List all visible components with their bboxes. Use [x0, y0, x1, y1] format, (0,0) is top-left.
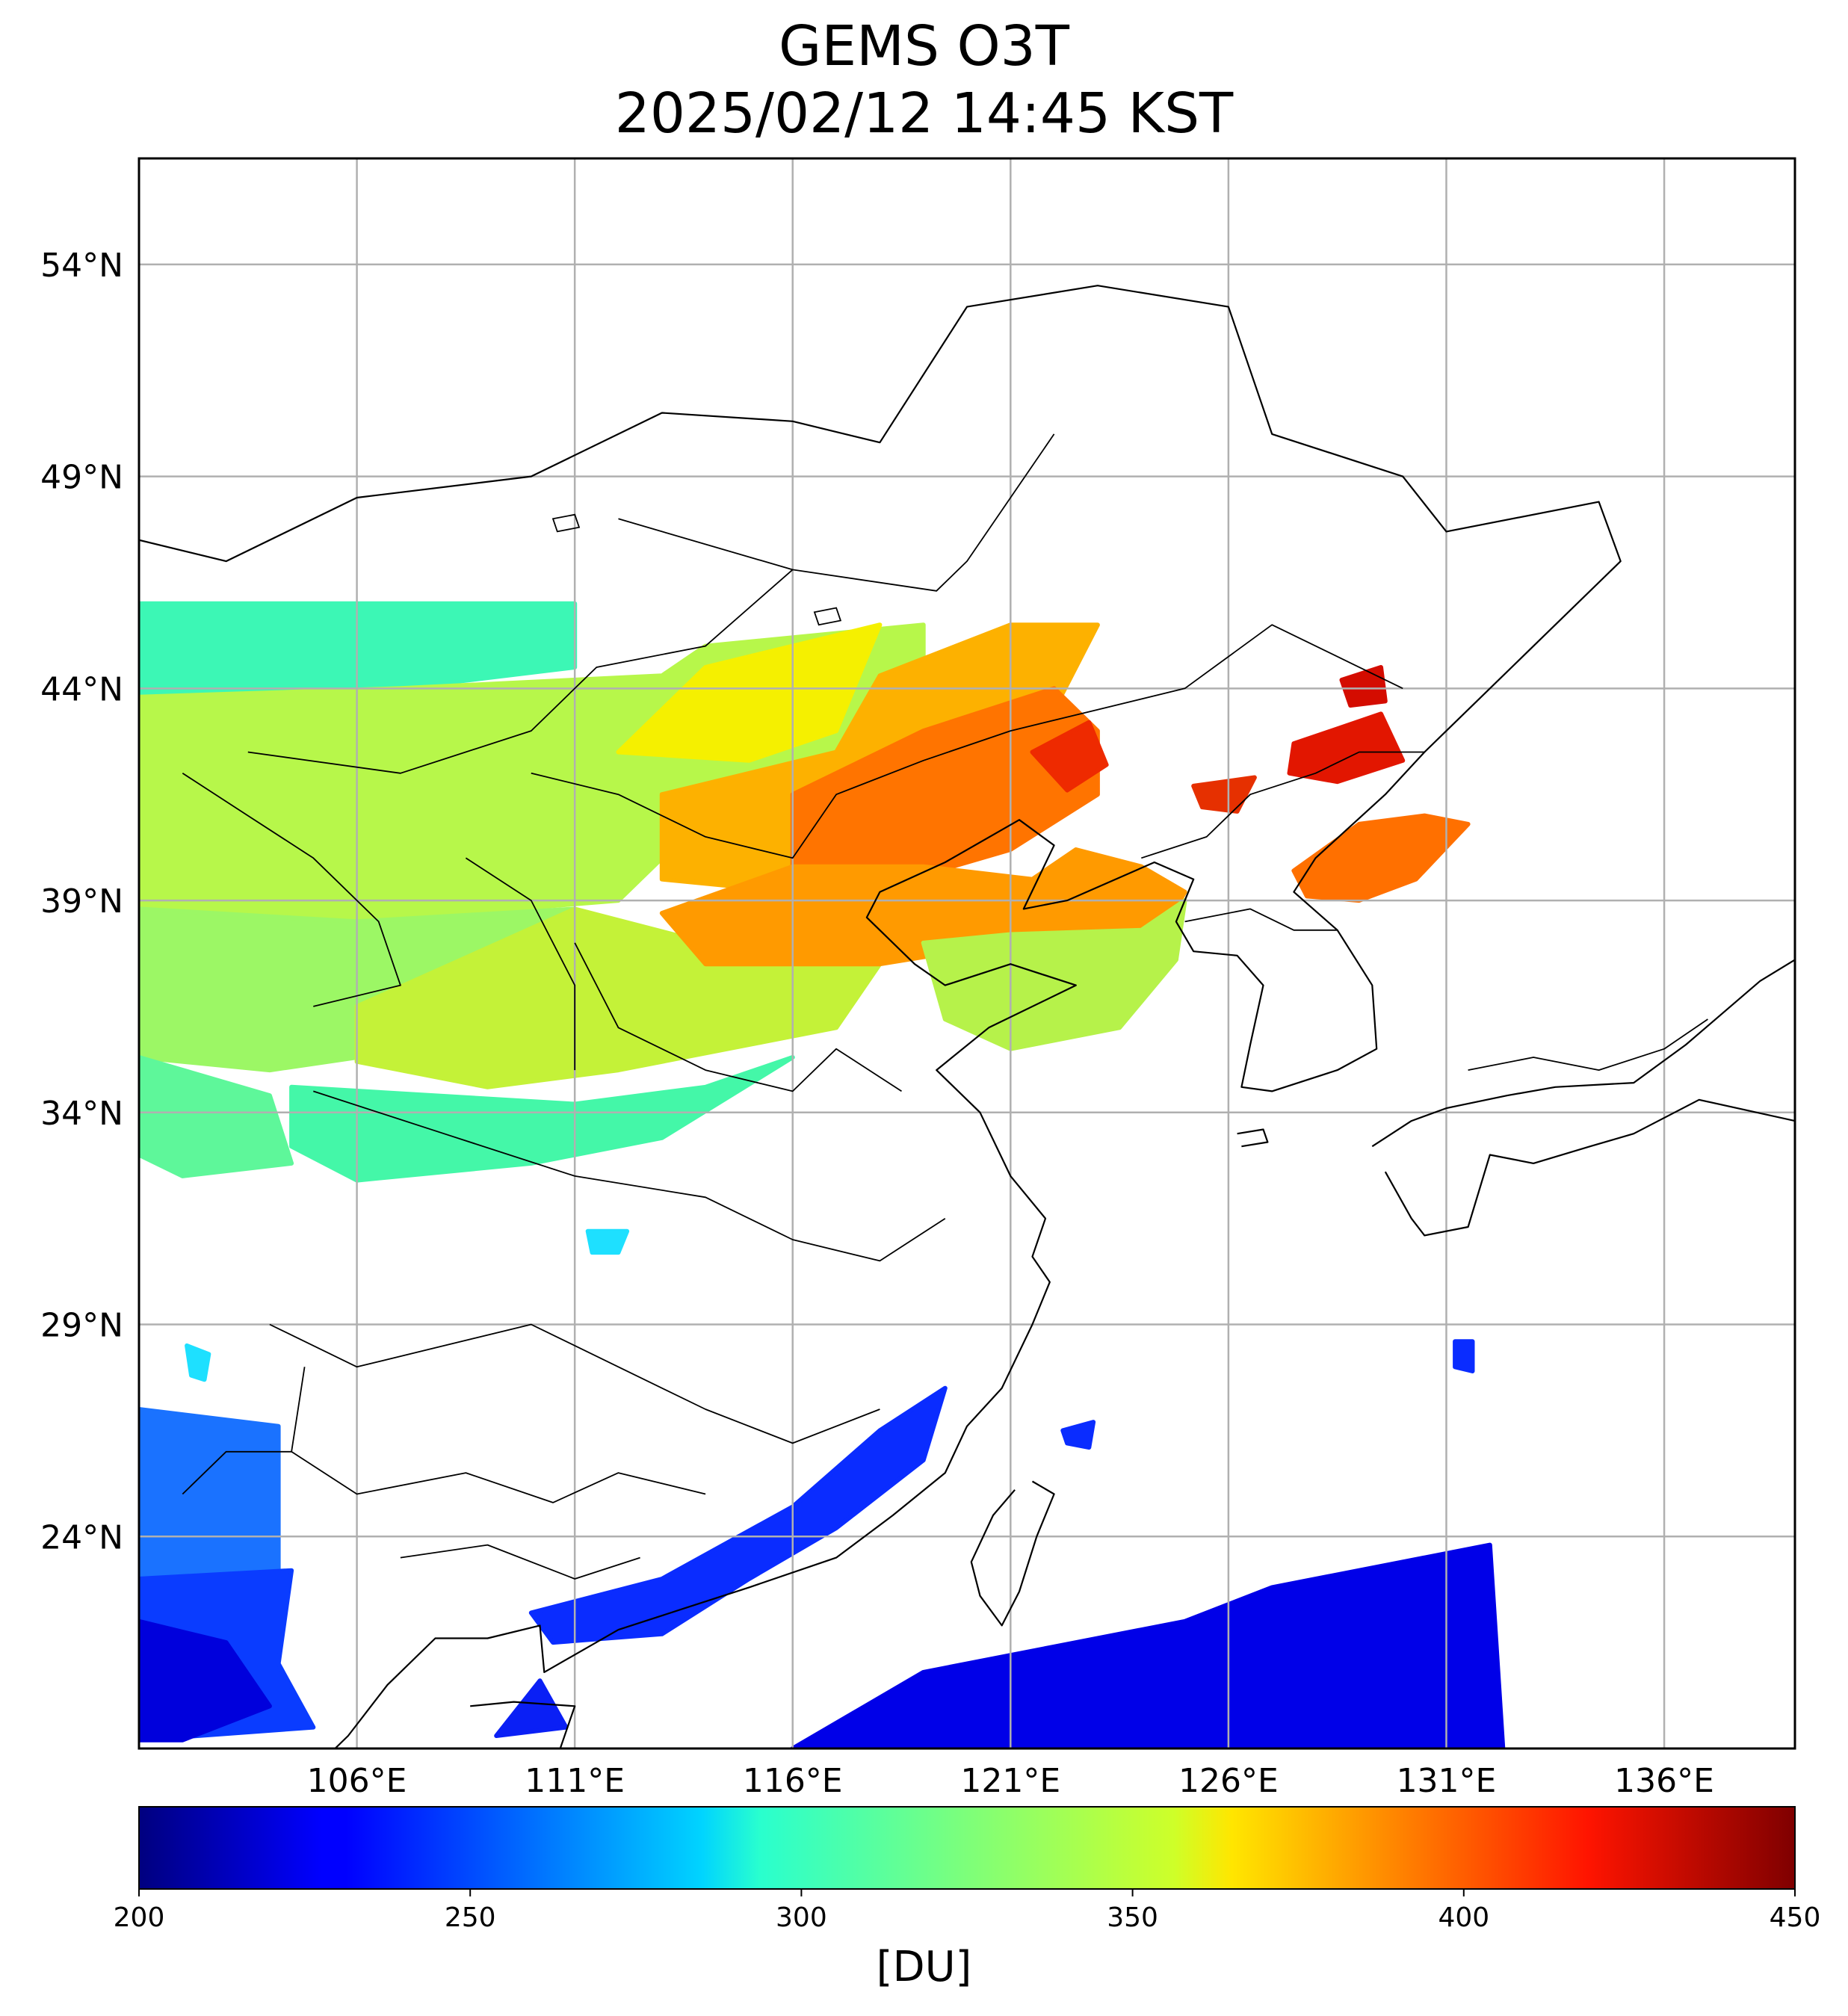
ozone-field	[139, 601, 1506, 1748]
ozone-region-22	[585, 1228, 630, 1255]
border-10	[182, 773, 401, 1007]
ozone-region-12	[1291, 813, 1471, 903]
ozone-region-21	[139, 1618, 272, 1743]
lon-tick-label: 116°E	[743, 1762, 843, 1800]
ozone-region-5	[289, 1055, 795, 1183]
ozone-region-2	[616, 622, 883, 763]
coastline-2	[970, 1480, 1055, 1627]
colorbar-unit-label: [DU]	[876, 1943, 972, 1991]
border-2	[531, 624, 1403, 859]
lat-tick-label: 34°N	[40, 1095, 123, 1133]
ozone-region-19	[139, 1407, 281, 1581]
border-9	[465, 857, 576, 1071]
lake-0	[551, 513, 581, 533]
colorbar-tick-label: 300	[776, 1902, 827, 1933]
colorbar-tick-label: 400	[1438, 1902, 1489, 1933]
border-13	[1468, 1018, 1708, 1071]
lat-tick-label: 29°N	[40, 1307, 123, 1345]
border-3	[574, 942, 902, 1092]
ozone-region-23	[185, 1343, 211, 1382]
coastline-4	[470, 1701, 576, 1748]
border-5	[269, 1323, 880, 1444]
lake-1	[813, 607, 842, 626]
lat-tick-label: 24°N	[40, 1518, 123, 1556]
lon-tick-label: 126°E	[1178, 1762, 1279, 1800]
coastline-1	[1371, 959, 1795, 1237]
coastlines	[139, 285, 1795, 1748]
ozone-region-25	[1060, 1420, 1096, 1450]
border-4	[313, 1090, 946, 1262]
map-frame	[137, 157, 1796, 1750]
border-6	[291, 1451, 706, 1503]
border-8	[182, 1367, 306, 1495]
lon-tick-label: 121°E	[960, 1762, 1060, 1800]
border-1	[247, 569, 794, 774]
graticule	[139, 158, 1795, 1748]
ozone-region-10	[1030, 720, 1109, 793]
colorbar-tick-label: 350	[1107, 1902, 1158, 1933]
colorbar-tick-label: 450	[1770, 1902, 1821, 1933]
colorbar	[139, 1807, 1795, 1889]
ozone-region-14	[1339, 665, 1388, 708]
coastline-3	[1237, 1128, 1269, 1148]
border-7	[400, 1544, 640, 1580]
ozone-region-15	[1191, 775, 1257, 814]
ozone-region-13	[1287, 711, 1406, 785]
colorbar-tick-label: 250	[445, 1902, 496, 1933]
colorbar-tick-label: 200	[114, 1902, 165, 1933]
axis-tick-labels: 54°N 49°N 44°N 39°N 34°N 29°N 24°N 106°E 111°E 11…	[40, 247, 1714, 1800]
border-12	[1184, 908, 1338, 931]
ozone-region-11	[921, 898, 1187, 1051]
lat-tick-label: 44°N	[40, 670, 123, 708]
ozone-region-24	[1453, 1339, 1475, 1373]
chart-subtitle: 2025/02/12 14:45 KST	[614, 81, 1234, 146]
chart-title: GEMS O3T	[779, 14, 1069, 78]
lon-tick-label: 111°E	[525, 1762, 625, 1800]
lat-tick-label: 49°N	[40, 459, 123, 497]
ozone-region-16	[528, 1385, 948, 1645]
lat-tick-label: 54°N	[40, 247, 123, 285]
colorbar-frame	[138, 1806, 1796, 1890]
border-0	[618, 433, 1055, 592]
ozone-region-6	[139, 1055, 294, 1178]
lon-tick-label: 136°E	[1614, 1762, 1714, 1800]
ozone-region-17	[494, 1678, 569, 1738]
colorbar-ticks: 200 250 300 350 400 450	[114, 1889, 1821, 1933]
lon-tick-label: 106°E	[307, 1762, 407, 1800]
coastline-0	[139, 285, 1622, 1748]
lat-tick-label: 39°N	[40, 882, 123, 921]
ozone-region-18	[790, 1542, 1506, 1748]
border-11	[1141, 751, 1425, 859]
lon-tick-label: 131°E	[1397, 1762, 1497, 1800]
